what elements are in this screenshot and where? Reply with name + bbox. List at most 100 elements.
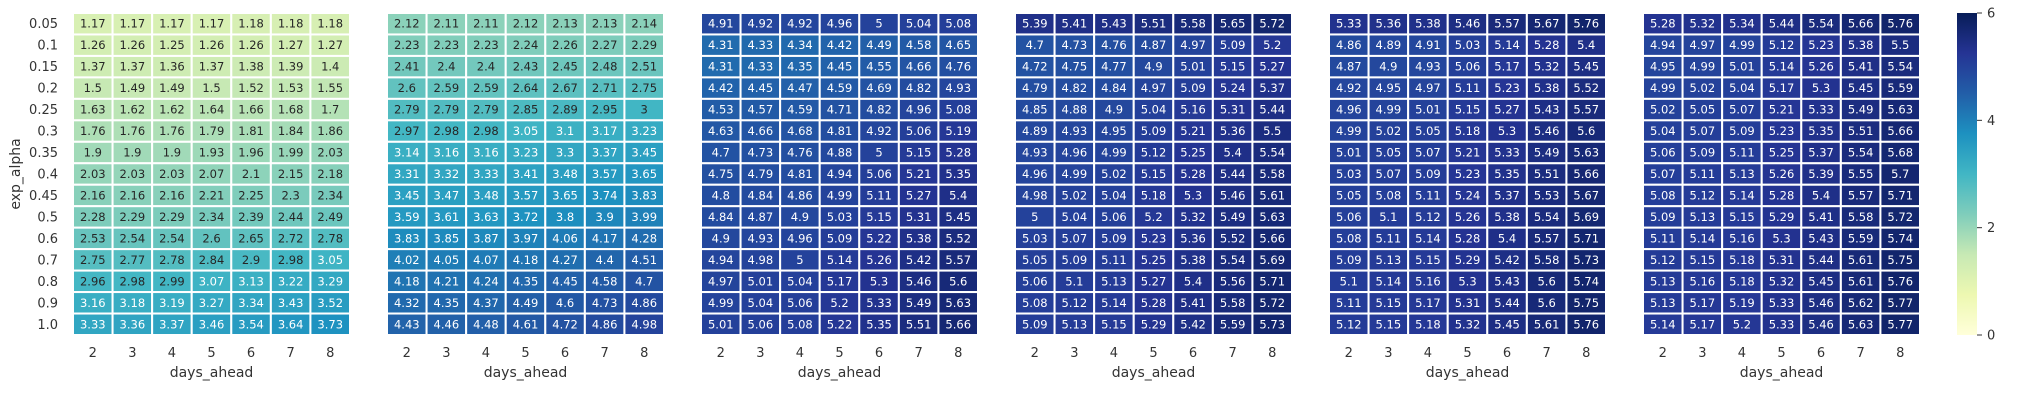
cell-value-label: 4.76 — [945, 60, 971, 74]
cell-value-label: 5.05 — [1376, 146, 1402, 160]
colorbar-tick-label: 4 — [1987, 114, 1995, 129]
cell-value-label: 4.21 — [434, 274, 460, 288]
cell-value-label: 5.1 — [1379, 210, 1397, 224]
colorbar-tick-label: 0 — [1987, 329, 1995, 344]
cell-value-label: 5.44 — [1808, 253, 1834, 267]
cell-value-label: 5.33 — [1769, 317, 1795, 331]
cell-value-label: 5.15 — [866, 210, 892, 224]
heatmap-panel-5: 5.33 5.36 5.38 5.46 5.57 5.67 5.764.86 4.89 4.91… — [1328, 12, 1608, 381]
cell-value-label: 5.07 — [1062, 231, 1088, 245]
cell-value-label: 5.06 — [906, 124, 932, 138]
cell-value-label: 4.87 — [748, 210, 774, 224]
cell-value-label: 4.06 — [552, 231, 578, 245]
cell-value-label: 5.03 — [827, 210, 853, 224]
cell-value-label: 3.9 — [595, 210, 613, 224]
cell-value-label: 4.97 — [1141, 81, 1167, 95]
cell-value-label: 5 — [875, 146, 882, 160]
cell-value-label: 4.96 — [1062, 146, 1088, 160]
cell-value-label: 1.9 — [163, 146, 181, 160]
cell-value-label: 5.71 — [1259, 274, 1285, 288]
cell-value-label: 5.49 — [1848, 103, 1874, 117]
x-axis-label: days_ahead — [1740, 365, 1824, 381]
cell-value-label: 4.98 — [631, 317, 657, 331]
cell-value-label: 5.1 — [1340, 274, 1358, 288]
cell-value-label: 2.34 — [199, 210, 225, 224]
cell-value-label: 5.14 — [1376, 274, 1402, 288]
x-tick-label: 7 — [915, 346, 923, 361]
cell-value-label: 5.23 — [1808, 38, 1834, 52]
cell-value-label: 2.16 — [120, 188, 146, 202]
cell-value-label: 3.33 — [473, 167, 499, 181]
cell-value-label: 3.72 — [513, 210, 539, 224]
cell-value-label: 2.15 — [278, 167, 304, 181]
y-tick-label: 0.9 — [37, 296, 58, 311]
cell-value-label: 3.48 — [473, 188, 499, 202]
cell-value-label: 2.4 — [477, 60, 495, 74]
cell-value-label: 5.08 — [1336, 231, 1362, 245]
cell-value-label: 5.72 — [1259, 296, 1285, 310]
cell-value-label: 5.54 — [1887, 60, 1913, 74]
cell-value-label: 5.01 — [1180, 60, 1206, 74]
x-tick-label: 3 — [1698, 346, 1706, 361]
cell-value-label: 4.82 — [1062, 81, 1088, 95]
cell-value-label: 4.27 — [552, 253, 578, 267]
cell-value-label: 5.59 — [1220, 317, 1246, 331]
cell-value-label: 5.09 — [1062, 253, 1088, 267]
cell-value-label: 4.84 — [1101, 81, 1127, 95]
cell-value-label: 4.51 — [631, 253, 657, 267]
cell-value-label: 5.58 — [1220, 296, 1246, 310]
cell-value-label: 5.04 — [1650, 124, 1676, 138]
cell-value-label: 4.73 — [1062, 38, 1088, 52]
cell-value-label: 4.31 — [708, 38, 734, 52]
cell-value-label: 3.32 — [434, 167, 460, 181]
heatmap-cell — [1879, 312, 1922, 336]
cell-value-label: 2.18 — [317, 167, 343, 181]
cell-value-label: 5.08 — [1650, 188, 1676, 202]
cell-value-label: 4.59 — [827, 81, 853, 95]
cell-value-label: 3.46 — [199, 317, 225, 331]
cell-value-label: 2.07 — [199, 167, 225, 181]
cell-value-label: 5.04 — [787, 274, 813, 288]
cell-value-label: 5.16 — [1690, 274, 1716, 288]
cell-value-label: 5.04 — [748, 296, 774, 310]
cell-value-label: 5.5 — [1891, 38, 1909, 52]
cell-value-label: 5.12 — [1650, 253, 1676, 267]
cell-value-label: 1.18 — [317, 17, 343, 31]
cell-value-label: 5.12 — [1062, 296, 1088, 310]
cell-value-label: 5.46 — [1534, 124, 1560, 138]
cell-value-label: 5.57 — [1494, 17, 1520, 31]
colorbar-tick-label: 6 — [1987, 7, 1995, 22]
x-tick-label: 8 — [1896, 346, 1904, 361]
cell-value-label: 5.11 — [1690, 167, 1716, 181]
cell-value-label: 1.26 — [120, 38, 146, 52]
cell-value-label: 1.79 — [199, 124, 225, 138]
cell-value-label: 1.93 — [199, 146, 225, 160]
cell-value-label: 5.33 — [1336, 17, 1362, 31]
cell-value-label: 3.16 — [80, 296, 106, 310]
cell-value-label: 3.19 — [159, 296, 185, 310]
cell-value-label: 4.69 — [866, 81, 892, 95]
cell-value-label: 4.92 — [866, 124, 892, 138]
cell-value-label: 4.35 — [434, 296, 460, 310]
heatmap-cell — [1251, 312, 1294, 336]
cell-value-label: 1.76 — [159, 124, 185, 138]
cell-value-label: 4.9 — [1379, 60, 1397, 74]
cell-value-label: 5.05 — [1022, 253, 1048, 267]
cell-value-label: 2.97 — [394, 124, 420, 138]
cell-value-label: 5.41 — [1180, 296, 1206, 310]
cell-value-label: 5.15 — [906, 146, 932, 160]
cell-value-label: 3.63 — [473, 210, 499, 224]
cell-value-label: 5 — [796, 253, 803, 267]
cell-value-label: 2.03 — [159, 167, 185, 181]
cell-value-label: 5.57 — [1848, 188, 1874, 202]
cell-value-label: 1.38 — [238, 60, 264, 74]
cell-value-label: 5.63 — [945, 296, 971, 310]
cell-value-label: 4.35 — [787, 60, 813, 74]
cell-value-label: 3.33 — [80, 317, 106, 331]
cell-value-label: 4.73 — [748, 146, 774, 160]
cell-value-label: 3.57 — [592, 167, 618, 181]
cell-value-label: 5.7 — [1891, 167, 1909, 181]
cell-value-label: 1.68 — [278, 103, 304, 117]
cell-value-label: 5.15 — [1220, 60, 1246, 74]
x-tick-label: 7 — [287, 346, 295, 361]
